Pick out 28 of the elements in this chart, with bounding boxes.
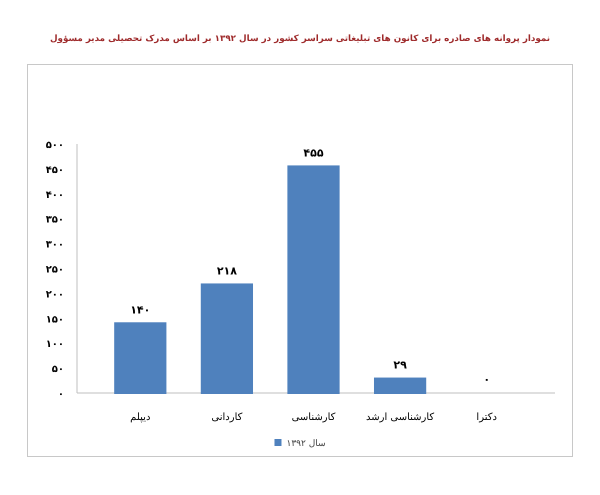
- y-tick-label: ۱۵۰: [46, 314, 64, 326]
- y-tick-label: ۴۰۰: [46, 190, 64, 201]
- y-tick-label: ۱۰۰: [46, 339, 64, 350]
- data-label: ۲۱۸: [216, 264, 238, 278]
- x-tick-label: دیپلم: [130, 412, 150, 423]
- data-label: ۲۹: [393, 358, 408, 372]
- bar: [114, 322, 166, 394]
- x-tick-label: کاردانی: [211, 412, 243, 423]
- data-label: ۴۵۵: [303, 146, 324, 160]
- legend-label: سال ۱۳۹۲: [286, 439, 326, 449]
- chart-title: نمودار پروانه های صادره برای کانون های تبلیغاتی سراسر کشور در سال ۱۳۹۲ بر اساس مدرک تحصیلی مدیر مسؤول: [50, 34, 550, 44]
- bar: [287, 165, 340, 394]
- y-tick-label: ۲۵۰: [46, 264, 64, 276]
- x-tick-label: کارشناسی: [292, 412, 336, 423]
- x-tick-label: دکترا: [476, 412, 497, 423]
- x-tick-label: کارشناسی ارشد: [366, 412, 434, 423]
- y-tick-label: ۵۰۰: [46, 140, 64, 151]
- y-tick-label: ۲۰۰: [46, 289, 64, 300]
- y-tick-label: ۴۵۰: [46, 164, 64, 176]
- data-label: ۱۴۰: [130, 303, 150, 316]
- bar: [374, 378, 426, 394]
- y-tick-label: ۰: [58, 389, 64, 400]
- y-tick-label: ۵۰: [52, 364, 64, 376]
- y-tick-label: ۳۵۰: [46, 214, 64, 226]
- y-tick-label: ۳۰۰: [46, 240, 64, 251]
- bar: [200, 283, 254, 394]
- data-label: ۰: [483, 373, 490, 386]
- legend: سال ۱۳۹۲: [274, 439, 326, 449]
